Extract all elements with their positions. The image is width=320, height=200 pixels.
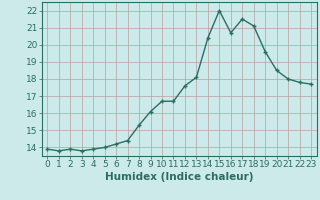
X-axis label: Humidex (Indice chaleur): Humidex (Indice chaleur) — [105, 172, 253, 182]
